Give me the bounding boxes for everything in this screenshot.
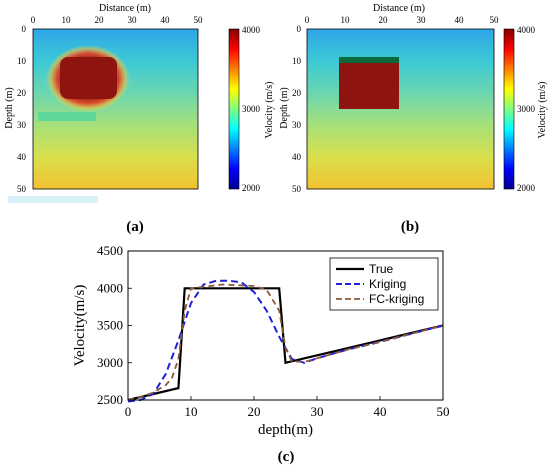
panel-c-ylabel: Velocity(m/s)	[72, 285, 88, 367]
panel-b-cb-tick: 4000	[517, 25, 536, 35]
series-line-true	[127, 287, 444, 402]
panel-a-edge-artifact	[8, 196, 98, 203]
series-line-fc-kriging	[127, 283, 444, 401]
panel-b-xtick: 50	[490, 15, 500, 25]
panel-a-frame	[32, 28, 199, 190]
panel-b-caption: (b)	[401, 219, 419, 235]
panel-a-cb-tick: 3000	[242, 104, 261, 114]
panel-b-xtick: 20	[379, 15, 389, 25]
x-tick-label: 20	[248, 404, 261, 419]
panel-b-ytick: 20	[292, 88, 302, 98]
panel-a-colorbar	[228, 28, 240, 190]
y-tick-label: 4500	[97, 243, 123, 258]
panel-b-cb-tick: 2000	[517, 183, 536, 193]
panel-b-xtick: 40	[455, 15, 465, 25]
panel-b-frame	[306, 28, 495, 190]
panel-b: Distance (m) 0 10 20 30 40 50 0 10 20 30…	[279, 3, 548, 235]
panel-a-anomaly	[60, 57, 117, 99]
panel-b-anomaly	[339, 57, 399, 109]
panel-b-colorbar-label: Velocity (m/s)	[537, 82, 548, 139]
panel-c-xlabel: depth(m)	[258, 422, 313, 438]
panel-a-ytick: 50	[17, 184, 27, 194]
panel-b-anomaly-top-edge	[339, 57, 399, 63]
panel-b-yticks: 0 10 20 30 40 50	[292, 24, 302, 194]
panel-b-ytick: 0	[297, 24, 302, 34]
panel-a-xtick: 20	[95, 15, 105, 25]
panel-a-xtick: 30	[128, 15, 138, 25]
panel-c-ticks: 0 10 20 30 40 50 2500 3000 3500 4000 4500	[97, 243, 450, 419]
x-tick-label: 10	[185, 404, 198, 419]
panel-b-xtick: 10	[341, 15, 351, 25]
series-line-kriging	[127, 279, 444, 403]
legend-label: FC-kriging	[369, 292, 424, 306]
y-tick-label: 3500	[97, 318, 123, 333]
panel-a-colorbar-label: Velocity (m/s)	[264, 82, 275, 139]
panel-a-streak	[38, 112, 96, 121]
panel-a-caption: (a)	[126, 219, 144, 235]
x-tick-label: 30	[311, 404, 324, 419]
legend-label: True	[369, 262, 394, 276]
panel-b-xticks: 0 10 20 30 40 50	[305, 15, 499, 25]
panel-a-xtick: 10	[62, 15, 72, 25]
x-tick-label: 0	[125, 404, 132, 419]
panel-a-xticks: 0 10 20 30 40 50	[31, 15, 203, 25]
panel-a-ylabel: Depth (m)	[4, 87, 15, 128]
panel-c-series	[127, 279, 444, 403]
panel-c: 0 10 20 30 40 50 2500 3000 3500 4000 4500 depth(m)…	[72, 243, 450, 465]
panel-b-ytick: 50	[292, 184, 302, 194]
panel-a-ytick: 40	[17, 152, 27, 162]
panel-a-xtick: 0	[31, 15, 36, 25]
panel-a: Distance (m) 0 10 20 30 40 50 0 10 20 30…	[4, 3, 275, 235]
panel-c-caption: (c)	[278, 449, 295, 465]
panel-b-background-field	[307, 29, 494, 189]
panel-a-xtick: 50	[194, 15, 204, 25]
panel-b-xtick: 0	[305, 15, 310, 25]
panel-b-xtick: 30	[417, 15, 427, 25]
panel-a-xlabel: Distance (m)	[99, 3, 151, 14]
x-tick-label: 50	[437, 404, 450, 419]
panel-c-frame	[127, 250, 444, 401]
x-tick-label: 40	[374, 404, 387, 419]
panel-b-cb-tick: 3000	[517, 104, 536, 114]
panel-a-ytick: 20	[17, 88, 27, 98]
panel-b-ylabel: Depth (m)	[279, 87, 290, 128]
panel-b-ytick: 30	[292, 120, 302, 130]
panel-a-ytick: 0	[22, 24, 27, 34]
panel-b-ytick: 40	[292, 152, 302, 162]
panel-b-colorbar	[503, 28, 515, 190]
panel-a-ytick: 10	[17, 56, 27, 66]
y-tick-label: 4000	[97, 280, 123, 295]
panel-a-ytick: 30	[17, 120, 27, 130]
panel-a-cb-tick: 4000	[242, 25, 261, 35]
panel-a-xtick: 40	[161, 15, 171, 25]
legend-label: Kriging	[369, 277, 406, 291]
panel-b-ytick: 10	[292, 56, 302, 66]
panel-a-yticks: 0 10 20 30 40 50	[17, 24, 27, 194]
panel-b-xlabel: Distance (m)	[373, 3, 425, 14]
panel-a-cb-tick: 2000	[242, 183, 261, 193]
y-tick-label: 2500	[97, 392, 123, 407]
y-tick-label: 3000	[97, 355, 123, 370]
